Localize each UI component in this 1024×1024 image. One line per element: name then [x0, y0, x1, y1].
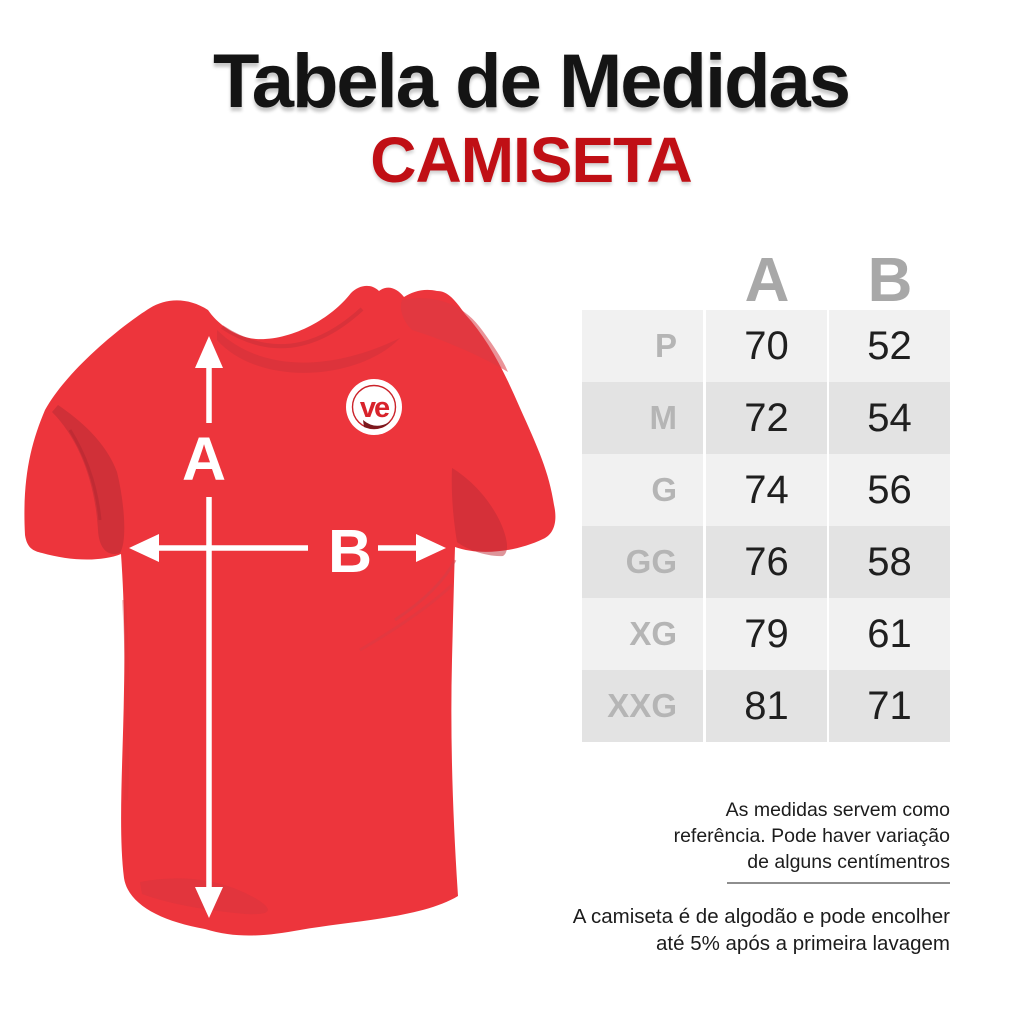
value-a: 79 — [706, 598, 827, 670]
left-sleeve-crease — [68, 429, 102, 521]
tshirt-shape — [24, 285, 556, 936]
table-row: P 70 52 — [582, 310, 950, 382]
page-header: Tabela de Medidas CAMISETA — [0, 39, 1024, 196]
note-line: de alguns centímentros — [747, 851, 950, 873]
collar-shadow — [217, 330, 400, 373]
logo-badge-circle — [346, 379, 402, 435]
left-body-crease — [122, 599, 130, 801]
left-sleeve-shadow — [52, 405, 125, 555]
measure-label-b: B — [328, 517, 372, 585]
value-b: 56 — [829, 454, 950, 526]
fabric-note: A camiseta é de algodão e pode encolher … — [573, 903, 950, 957]
table-row: GG 76 58 — [582, 526, 950, 598]
value-b: 58 — [829, 526, 950, 598]
value-b: 54 — [829, 382, 950, 454]
value-b: 52 — [829, 310, 950, 382]
note-line: até 5% após a primeira lavagem — [656, 932, 950, 955]
table-row: XXG 81 71 — [582, 670, 950, 742]
measure-label-a: A — [182, 425, 226, 493]
right-shoulder-shadow — [400, 298, 508, 372]
right-side-crease-1 — [394, 559, 457, 622]
arrow-right-head — [416, 534, 446, 562]
column-header-a: A — [744, 246, 790, 315]
note-line: As medidas servem como — [725, 799, 950, 821]
table-row: XG 79 61 — [582, 598, 950, 670]
value-b: 71 — [829, 670, 950, 742]
note-divider — [727, 882, 950, 884]
size-label: P — [582, 310, 703, 382]
measurement-note: As medidas servem como referência. Pode … — [674, 797, 950, 875]
size-label: M — [582, 382, 703, 454]
table-row: G 74 56 — [582, 454, 950, 526]
size-label: XG — [582, 598, 703, 670]
page-subtitle: CAMISETA — [370, 124, 692, 196]
arrow-down-head — [195, 887, 223, 918]
logo-text: ve — [360, 392, 390, 424]
column-header-b: B — [867, 246, 913, 315]
arrow-up-head — [195, 336, 223, 368]
size-label: G — [582, 454, 703, 526]
logo-swoosh — [363, 420, 391, 429]
logo-badge: ve — [346, 379, 402, 435]
value-b: 61 — [829, 598, 950, 670]
size-label: GG — [582, 526, 703, 598]
note-line: A camiseta é de algodão e pode encolher — [572, 905, 950, 928]
note-line: referência. Pode haver variação — [673, 825, 950, 847]
collar-seam-line — [220, 307, 364, 349]
size-table-header: A B — [582, 244, 950, 315]
value-a: 76 — [706, 526, 827, 598]
page-title: Tabela de Medidas — [212, 39, 851, 124]
value-a: 70 — [706, 310, 827, 382]
size-label: XXG — [582, 670, 703, 742]
right-side-crease-2 — [359, 583, 454, 652]
value-a: 74 — [706, 454, 827, 526]
arrow-left-head — [129, 534, 159, 562]
size-table: A B P 70 52 M 72 54 G 74 56 GG 76 58 XG … — [582, 244, 950, 742]
right-underarm-shadow — [451, 468, 508, 557]
table-row: M 72 54 — [582, 382, 950, 454]
value-a: 81 — [706, 670, 827, 742]
value-a: 72 — [706, 382, 827, 454]
